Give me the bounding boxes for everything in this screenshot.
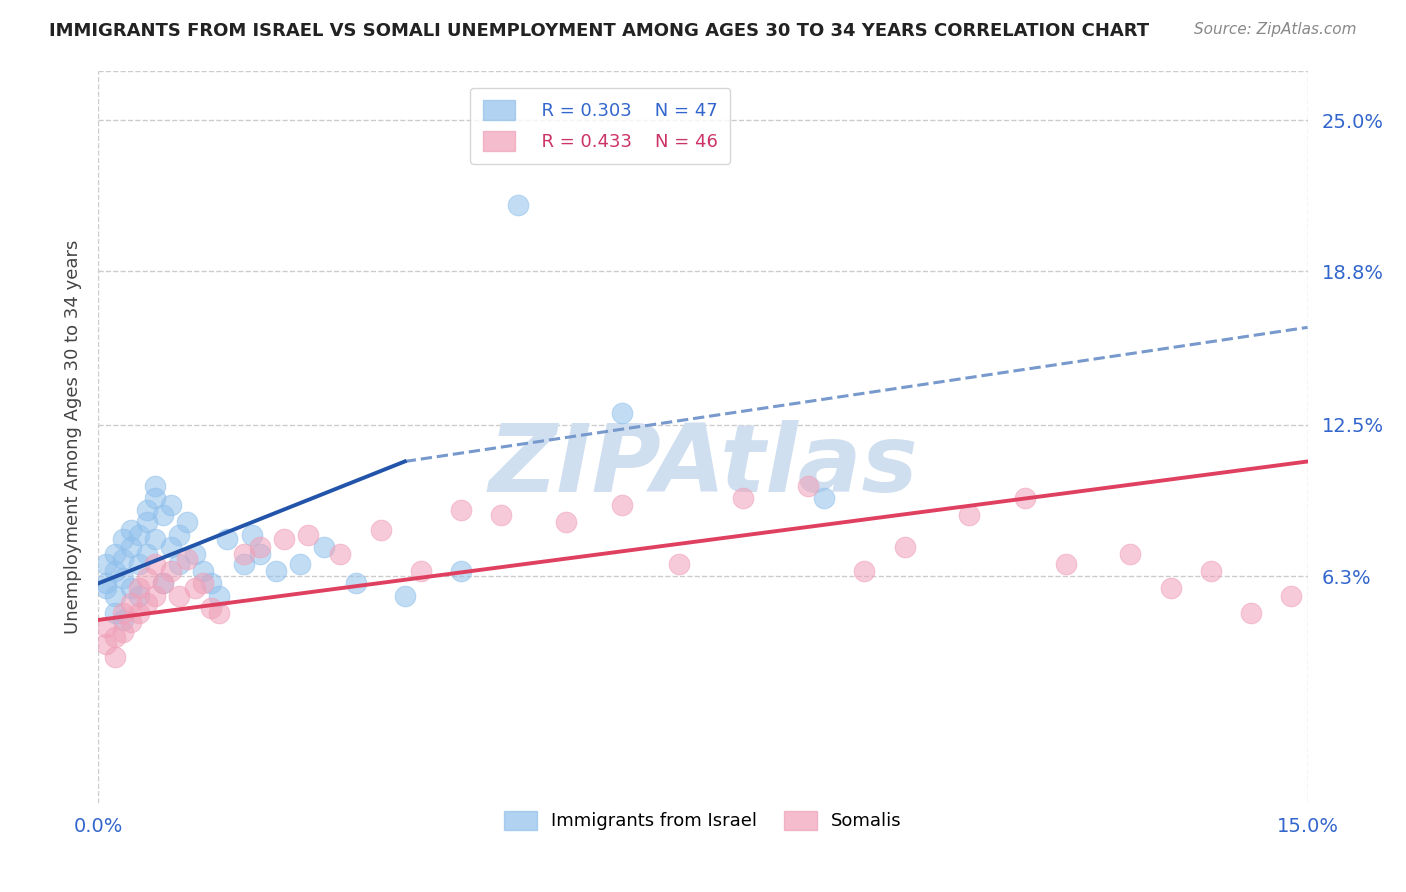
Point — [370, 523, 392, 537]
Point — [184, 547, 207, 561]
Point — [111, 625, 134, 640]
Point — [1119, 547, 1142, 561]
Point — [249, 547, 271, 561]
Point — [120, 540, 142, 554]
Point — [1199, 564, 1222, 578]
Point — [143, 557, 166, 571]
Point — [394, 589, 416, 603]
Point — [491, 508, 513, 522]
Point — [120, 596, 142, 610]
Point — [96, 581, 118, 595]
Point — [273, 533, 295, 547]
Point — [288, 557, 311, 571]
Point — [167, 557, 190, 571]
Point — [232, 547, 254, 561]
Point — [1054, 557, 1077, 571]
Point — [152, 576, 174, 591]
Point — [103, 606, 125, 620]
Point — [232, 557, 254, 571]
Point — [329, 547, 352, 561]
Point — [450, 503, 472, 517]
Point — [184, 581, 207, 595]
Point — [111, 552, 134, 566]
Point — [111, 613, 134, 627]
Point — [128, 589, 150, 603]
Text: IMMIGRANTS FROM ISRAEL VS SOMALI UNEMPLOYMENT AMONG AGES 30 TO 34 YEARS CORRELAT: IMMIGRANTS FROM ISRAEL VS SOMALI UNEMPLO… — [49, 22, 1149, 40]
Point — [128, 557, 150, 571]
Point — [167, 589, 190, 603]
Point — [1240, 606, 1263, 620]
Point — [128, 527, 150, 541]
Point — [167, 527, 190, 541]
Point — [208, 606, 231, 620]
Point — [853, 564, 876, 578]
Point — [612, 406, 634, 420]
Point — [297, 527, 319, 541]
Point — [128, 606, 150, 620]
Point — [96, 637, 118, 651]
Point — [240, 527, 263, 541]
Point — [797, 479, 820, 493]
Point — [200, 576, 222, 591]
Point — [96, 576, 118, 591]
Point — [135, 516, 157, 530]
Point — [1281, 589, 1303, 603]
Point — [135, 503, 157, 517]
Text: Source: ZipAtlas.com: Source: ZipAtlas.com — [1194, 22, 1357, 37]
Point — [96, 557, 118, 571]
Point — [217, 533, 239, 547]
Point — [111, 533, 134, 547]
Point — [120, 523, 142, 537]
Point — [135, 547, 157, 561]
Point — [668, 557, 690, 571]
Point — [103, 547, 125, 561]
Point — [143, 479, 166, 493]
Point — [506, 198, 529, 212]
Point — [120, 581, 142, 595]
Point — [135, 596, 157, 610]
Y-axis label: Unemployment Among Ages 30 to 34 years: Unemployment Among Ages 30 to 34 years — [63, 240, 82, 634]
Point — [249, 540, 271, 554]
Point — [135, 572, 157, 586]
Point — [152, 576, 174, 591]
Point — [264, 564, 287, 578]
Point — [555, 516, 578, 530]
Point — [160, 564, 183, 578]
Point — [733, 491, 755, 505]
Point — [143, 491, 166, 505]
Point — [176, 552, 198, 566]
Point — [409, 564, 432, 578]
Point — [143, 589, 166, 603]
Point — [160, 499, 183, 513]
Point — [1160, 581, 1182, 595]
Point — [193, 564, 215, 578]
Point — [160, 540, 183, 554]
Point — [1014, 491, 1036, 505]
Point — [96, 620, 118, 634]
Point — [111, 572, 134, 586]
Point — [344, 576, 367, 591]
Point — [103, 630, 125, 644]
Point — [193, 576, 215, 591]
Point — [813, 491, 835, 505]
Point — [612, 499, 634, 513]
Point — [111, 606, 134, 620]
Point — [314, 540, 336, 554]
Point — [957, 508, 980, 522]
Point — [893, 540, 915, 554]
Point — [103, 564, 125, 578]
Legend: Immigrants from Israel, Somalis: Immigrants from Israel, Somalis — [496, 804, 910, 838]
Point — [128, 581, 150, 595]
Point — [120, 615, 142, 630]
Point — [450, 564, 472, 578]
Text: ZIPAtlas: ZIPAtlas — [488, 420, 918, 512]
Point — [103, 589, 125, 603]
Point — [152, 508, 174, 522]
Point — [200, 600, 222, 615]
Point — [208, 589, 231, 603]
Point — [103, 649, 125, 664]
Point — [176, 516, 198, 530]
Point — [143, 533, 166, 547]
